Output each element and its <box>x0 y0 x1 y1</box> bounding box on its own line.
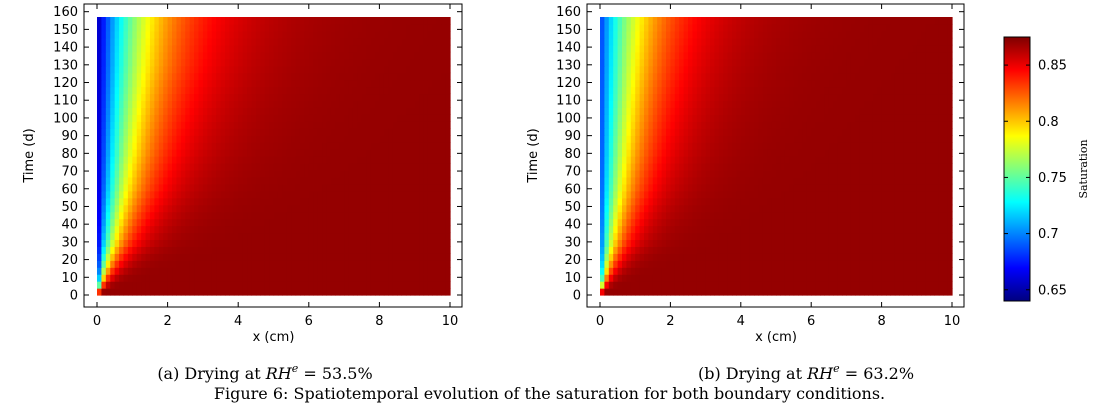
y-tick-label: 80 <box>61 147 78 162</box>
x-axis-label: x (cm) <box>755 330 797 345</box>
y-tick-label: 0 <box>70 289 78 304</box>
x-tick-label: 8 <box>375 314 383 329</box>
y-tick-label: 130 <box>556 58 581 73</box>
x-tick-label: 8 <box>877 314 885 329</box>
y-tick-label: 100 <box>556 111 581 126</box>
y-axis-label: Time (d) <box>526 128 541 183</box>
y-tick-label: 80 <box>564 147 581 162</box>
x-axis-label: x (cm) <box>253 330 295 345</box>
y-axis-label: Time (d) <box>22 128 37 183</box>
heatmap-surface <box>97 17 451 296</box>
panel-b: 0102030405060708090100110120130140150160… <box>526 4 964 383</box>
x-tick-label: 0 <box>93 314 101 329</box>
y-tick-label: 130 <box>53 58 78 73</box>
x-tick-label: 6 <box>305 314 313 329</box>
y-tick-label: 0 <box>573 289 581 304</box>
colorbar-tick-label: 0.8 <box>1038 115 1059 130</box>
x-tick-label: 2 <box>163 314 171 329</box>
y-tick-label: 30 <box>564 235 581 250</box>
y-tick-label: 110 <box>53 94 78 109</box>
y-tick-label: 20 <box>564 253 581 268</box>
y-tick-label: 20 <box>61 253 78 268</box>
y-tick-label: 160 <box>53 5 78 20</box>
y-tick-label: 90 <box>564 129 581 144</box>
y-tick-label: 90 <box>61 129 78 144</box>
y-tick-label: 30 <box>61 235 78 250</box>
y-tick-label: 60 <box>564 182 581 197</box>
y-tick-label: 70 <box>564 165 581 180</box>
y-tick-label: 60 <box>61 182 78 197</box>
colorbar-tick-label: 0.75 <box>1038 171 1067 186</box>
colorbar-label: Saturation <box>1077 139 1090 198</box>
colorbar-tick-label: 0.85 <box>1038 59 1067 74</box>
x-tick-label: 4 <box>234 314 242 329</box>
y-tick-label: 50 <box>564 200 581 215</box>
colorbar: 0.65 0.7 0.75 0.8 0.85 Saturation <box>1004 37 1090 301</box>
y-tick-label: 160 <box>556 5 581 20</box>
subfigure-caption: (a) Drying at RHe = 53.5% <box>157 362 372 383</box>
y-tick-label: 120 <box>556 76 581 91</box>
x-tick-label: 10 <box>944 314 961 329</box>
y-tick-label: 40 <box>61 218 78 233</box>
y-tick-label: 50 <box>61 200 78 215</box>
colorbar-gradient <box>1004 37 1030 301</box>
y-tick-label: 70 <box>61 165 78 180</box>
y-tick-label: 140 <box>53 41 78 56</box>
heatmap-surface <box>600 17 953 296</box>
x-tick-label: 10 <box>442 314 459 329</box>
y-tick-label: 10 <box>564 271 581 286</box>
panel-a: 0102030405060708090100110120130140150160… <box>22 4 462 383</box>
y-tick-label: 140 <box>556 41 581 56</box>
x-tick-label: 4 <box>737 314 745 329</box>
y-tick-label: 10 <box>61 271 78 286</box>
figure-caption: Figure 6: Spatiotemporal evolution of th… <box>214 384 885 403</box>
y-tick-label: 100 <box>53 111 78 126</box>
y-tick-label: 150 <box>53 23 78 38</box>
x-tick-label: 0 <box>596 314 604 329</box>
colorbar-tick-label: 0.7 <box>1038 227 1059 242</box>
colorbar-tick-label: 0.65 <box>1038 283 1067 298</box>
x-tick-label: 6 <box>807 314 815 329</box>
y-tick-label: 120 <box>53 76 78 91</box>
x-tick-label: 2 <box>666 314 674 329</box>
y-tick-label: 150 <box>556 23 581 38</box>
subfigure-caption: (b) Drying at RHe = 63.2% <box>698 362 914 383</box>
y-tick-label: 110 <box>556 94 581 109</box>
y-tick-label: 40 <box>564 218 581 233</box>
